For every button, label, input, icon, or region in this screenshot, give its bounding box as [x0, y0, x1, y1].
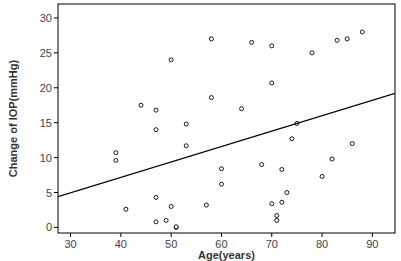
x-tick	[372, 233, 373, 237]
scatter-point	[350, 142, 354, 146]
x-tick-label: 40	[115, 238, 127, 250]
scatter-point	[320, 174, 324, 178]
scatter-point	[260, 163, 264, 167]
x-tick	[70, 233, 71, 237]
y-axis-label: Change of IOP(mmHg)	[7, 60, 19, 178]
scatter-point	[169, 58, 173, 62]
scatter-point	[154, 220, 158, 224]
scatter-point	[219, 182, 223, 186]
x-tick-label: 30	[64, 238, 76, 250]
scatter-point	[174, 225, 178, 229]
scatter-point	[280, 200, 284, 204]
scatter-point	[114, 151, 118, 155]
scatter-point	[184, 144, 188, 148]
y-tick-label: 10	[40, 152, 52, 164]
scatter-point	[310, 51, 314, 55]
plot-frame	[58, 4, 395, 233]
y-tick-label: 25	[40, 47, 52, 59]
scatter-point	[154, 195, 158, 199]
y-tick-label: 0	[46, 221, 52, 233]
x-tick	[322, 233, 323, 237]
y-tick-label: 5	[46, 187, 52, 199]
x-tick	[271, 233, 272, 237]
x-tick	[120, 233, 121, 237]
scatter-point	[154, 128, 158, 132]
x-tick-label: 70	[266, 238, 278, 250]
y-tick	[54, 192, 58, 193]
scatter-point	[285, 191, 289, 195]
plot-data	[58, 30, 395, 229]
scatter-point	[275, 214, 279, 218]
y-tick	[54, 227, 58, 228]
y-tick	[54, 157, 58, 158]
scatter-point	[270, 44, 274, 48]
scatter-point	[270, 202, 274, 206]
chart: 30405060708090051015202530Age(years)Chan…	[0, 0, 401, 261]
scatter-point	[360, 30, 364, 34]
y-tick-label: 30	[40, 12, 52, 24]
scatter-point	[330, 157, 334, 161]
scatter-point	[335, 38, 339, 42]
scatter-point	[270, 81, 274, 85]
fit-line	[58, 93, 395, 196]
scatter-point	[169, 204, 173, 208]
scatter-point	[290, 137, 294, 141]
scatter-point	[280, 167, 284, 171]
scatter-point	[250, 40, 254, 44]
y-tick	[54, 87, 58, 88]
scatter-point	[204, 203, 208, 207]
y-tick	[54, 122, 58, 123]
x-tick-label: 90	[366, 238, 378, 250]
scatter-point	[219, 167, 223, 171]
y-tick	[54, 17, 58, 18]
x-tick-label: 80	[316, 238, 328, 250]
scatter-point	[114, 158, 118, 162]
x-tick	[171, 233, 172, 237]
scatter-point	[184, 122, 188, 126]
scatter-point	[275, 218, 279, 222]
scatter-point	[164, 218, 168, 222]
scatter-point	[124, 207, 128, 211]
y-tick	[54, 52, 58, 53]
x-tick	[221, 233, 222, 237]
scatter-point	[174, 225, 178, 229]
scatter-point	[240, 107, 244, 111]
scatter-point	[209, 37, 213, 41]
scatter-point	[154, 108, 158, 112]
x-tick-label: 50	[165, 238, 177, 250]
x-axis-label: Age(years)	[198, 249, 255, 261]
scatter-point	[139, 103, 143, 107]
scatter-point	[345, 37, 349, 41]
y-tick-label: 20	[40, 82, 52, 94]
scatter-point	[209, 96, 213, 100]
y-tick-label: 15	[40, 117, 52, 129]
